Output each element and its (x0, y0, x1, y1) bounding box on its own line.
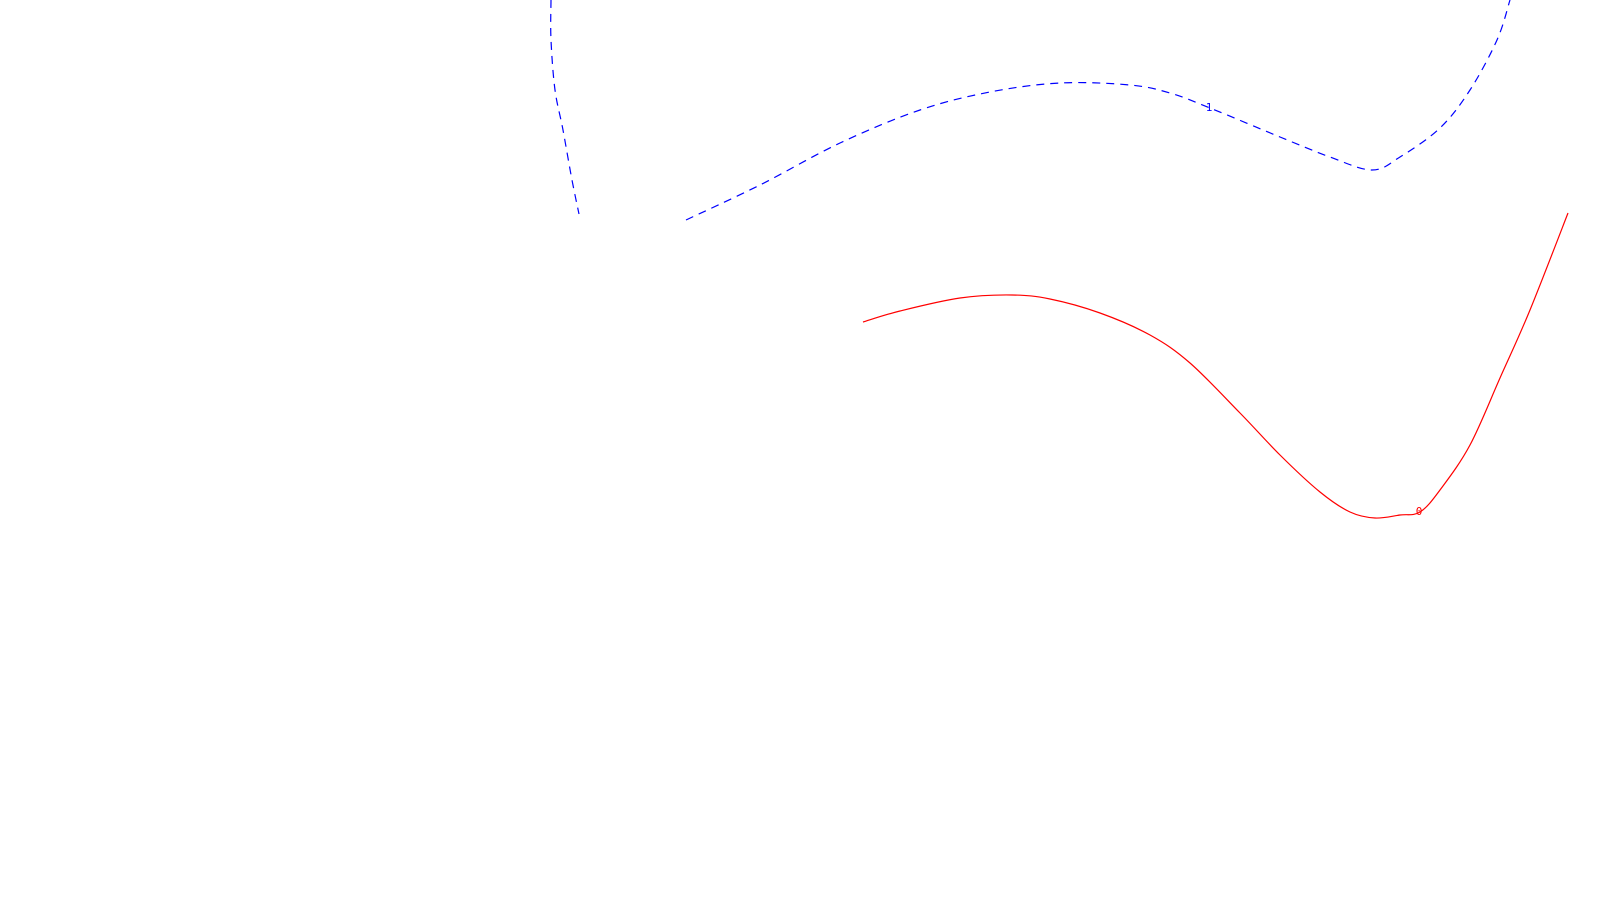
contour-line-0-segment-0 (862, 212, 1569, 519)
contour-lines (550, 0, 1569, 519)
contour-line-1-segment-0 (550, 0, 580, 215)
contour-labels: 1 0 (1206, 101, 1423, 518)
contour-label-0: 0 (1416, 505, 1423, 518)
contour-line-1-segment-1 (685, 0, 1511, 221)
contour-label-1: 1 (1206, 101, 1213, 114)
